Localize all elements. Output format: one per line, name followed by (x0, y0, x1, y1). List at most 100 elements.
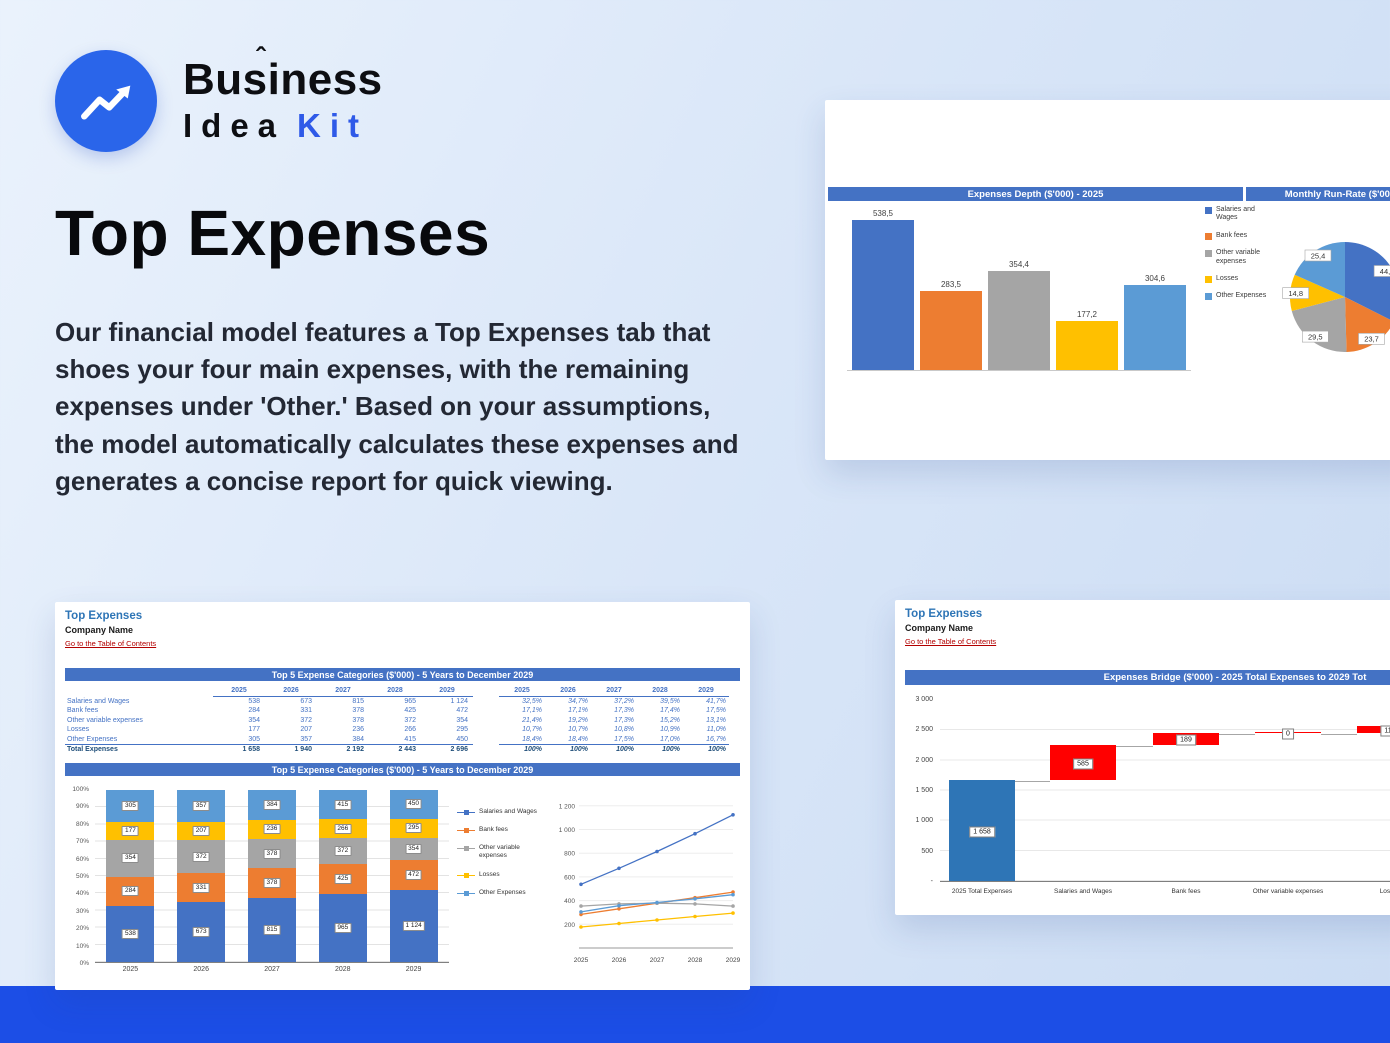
pie-label-text: 14,8 (1288, 289, 1303, 298)
bar-segment: 354 (389, 837, 438, 861)
value-cell: 354 (248, 716, 260, 724)
legend-label: Salaries and Wages (1216, 206, 1255, 222)
table-of-contents-link[interactable]: Go to the Table of Contents (65, 639, 157, 648)
bar-segment: 284 (106, 876, 155, 907)
data-point (579, 925, 583, 929)
value-cell: 284 (248, 707, 260, 714)
connector-line (1321, 734, 1357, 736)
pie-label-box (1358, 333, 1385, 345)
segment-value-label: 207 (192, 825, 210, 836)
bar-segment: 472 (389, 860, 438, 891)
axis-tick-label: 2029 (726, 957, 741, 964)
legend-label: Other Expenses (1216, 292, 1267, 300)
percent-cell: 13,1% (706, 716, 726, 724)
brand-idea-text: Idea (183, 106, 286, 144)
segment-value-label: 357 (192, 800, 210, 811)
value-cell: 372 (300, 716, 312, 724)
percent-cell: 21,4% (522, 716, 542, 724)
axis-tick-label: 1 000 (559, 827, 576, 834)
bar-value-label: 304,6 (1144, 274, 1166, 284)
legend-marker (457, 827, 475, 834)
pie-value-label: 44,8 (1373, 265, 1390, 277)
segment-value-label: 295 (405, 823, 423, 834)
segment-value-label: 673 (192, 927, 210, 938)
logo-circle (55, 50, 157, 152)
sheet-title: Top Expenses (905, 608, 983, 620)
percent-cell: 17,3% (614, 707, 634, 714)
chart-header-bars: Expenses Depth ($'000) - 2025 Monthly Ru… (828, 187, 1390, 201)
axis-tick-label: 3 000 (915, 696, 933, 703)
connector-line (1219, 734, 1255, 736)
year-header: 2025 (499, 686, 545, 697)
axis-tick-label: 2 500 (915, 726, 933, 734)
axis-tick-label: 60% (75, 855, 89, 863)
connector-line (1116, 745, 1153, 747)
bar-value-label: 0 (1282, 728, 1294, 740)
hero-description: Our financial model features a Top Expen… (55, 317, 739, 496)
axis-tick-label: 80% (75, 820, 89, 828)
bar: 538,5 (852, 209, 914, 370)
bar-segment: 378 (247, 838, 296, 869)
bar-segment: 815 (247, 898, 296, 962)
spacer (473, 697, 499, 707)
row-label: Other Expenses (67, 735, 118, 743)
segment-value-label: 266 (334, 823, 352, 834)
waterfall-chart: 1 658 585 189 0 118 (940, 700, 1390, 882)
value-cell: 295 (456, 726, 468, 733)
axis-tick-label: 90% (75, 803, 89, 811)
pie-label-box (1301, 330, 1329, 343)
data-point (731, 813, 735, 817)
segment-value-label: 815 (263, 925, 281, 936)
brand-kit-text: Kit (297, 106, 369, 144)
pie-label-text: 29,5 (1308, 332, 1323, 341)
axis-tick-label: 2025 (574, 957, 589, 964)
bar-segment: 357 (177, 790, 226, 822)
year-header: 2029 (421, 686, 473, 697)
legend-label: Bank fees (479, 826, 508, 834)
percent-cell: 37,2% (614, 697, 634, 705)
percent-cell: 17,0% (660, 735, 680, 743)
bar: 177,2 (1056, 310, 1118, 370)
axis-tick-label: 2 000 (915, 756, 933, 764)
axis-tick-label: Losses (1379, 888, 1390, 895)
bar-segment: 415 (318, 790, 367, 820)
chart-legend: Salaries and Wages Bank fees Other variabl… (457, 808, 539, 897)
bar-segment: 177 (106, 821, 155, 841)
axis-tick-label: 800 (564, 851, 575, 858)
year-header: 2026 (545, 686, 591, 697)
stacked-chart-x-axis: 2025 2026 2027 2028 2029 (95, 966, 449, 973)
data-point (579, 904, 583, 908)
pie-label-box (1282, 287, 1309, 299)
axis-tick-label: 70% (75, 838, 89, 846)
pie-value-label: 25,4 (1304, 249, 1332, 262)
axis-tick-label: Salaries and Wages (1054, 888, 1112, 895)
axis-tick-label: 20% (75, 925, 89, 933)
data-point (617, 903, 621, 908)
data-point (655, 849, 659, 854)
percent-cell: 10,8% (614, 726, 634, 733)
total-row-label: Total Expenses (65, 744, 213, 755)
data-point (617, 907, 621, 911)
axis-tick-label: - (930, 877, 933, 885)
value-cell: 384 (352, 735, 364, 743)
axis-tick-label: 100% (72, 786, 89, 793)
data-point (579, 882, 583, 887)
bar-group: 538,5 283,5 354,4 177,2 304,6 (847, 203, 1191, 370)
value-cell: 305 (248, 735, 260, 743)
bar-segment: 425 (318, 864, 367, 895)
percent-cell: 10,7% (522, 726, 542, 733)
legend-item: Bank fees (1205, 232, 1271, 240)
axis-tick-label: 2026 (612, 957, 627, 964)
legend-marker (457, 872, 475, 879)
axis-tick-label: 600 (564, 874, 575, 881)
pie-chart-title: Monthly Run-Rate ($'000 (1246, 187, 1390, 201)
stacked-bar-group: 538 284 354 177 305 673 331 372 207 357 815 378 378 2… (95, 790, 449, 962)
spacer (473, 716, 499, 726)
bar-chart-legend: Salaries and Wages Bank fees Other variabl… (1205, 206, 1271, 301)
segment-value-label: 354 (405, 843, 423, 854)
brand-logo[interactable]: Business ˆ Idea Kit (55, 43, 383, 152)
legend-marker-dot (464, 872, 469, 878)
table-of-contents-link[interactable]: Go to the Table of Contents (905, 637, 997, 646)
value-cell: 415 (404, 735, 416, 743)
segment-value-label: 450 (405, 799, 423, 810)
